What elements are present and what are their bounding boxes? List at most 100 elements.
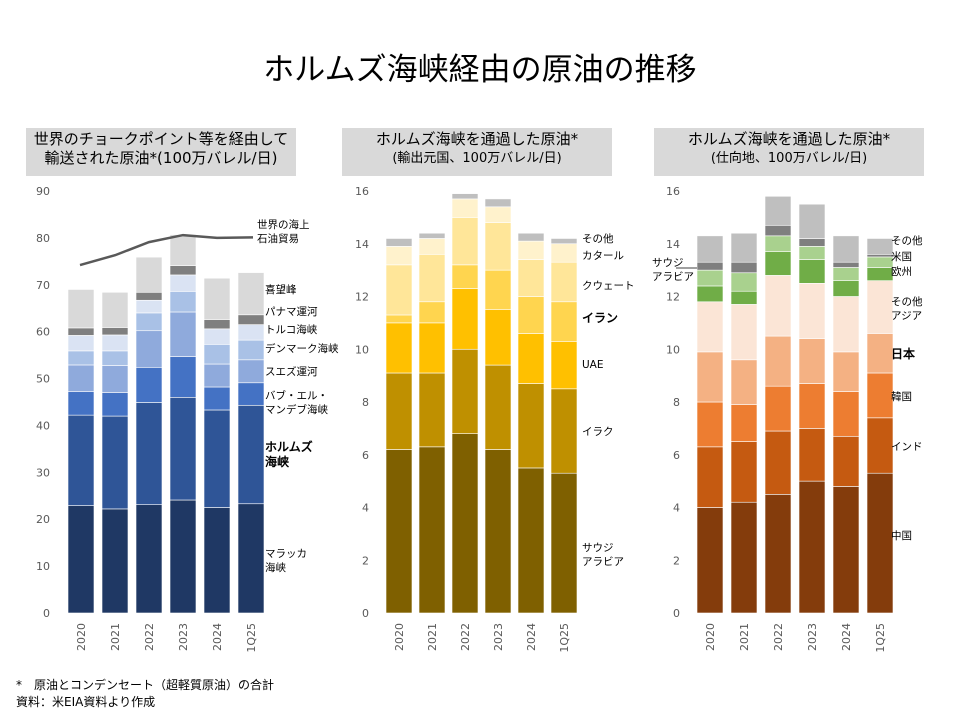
footnote-definition: * 原油とコンデンセート（超軽質原油）の合計	[16, 678, 275, 692]
chart-1-bar-segment	[203, 319, 231, 330]
chart-1-bar-segment	[169, 397, 197, 501]
chart-1-bar-segment	[135, 256, 163, 293]
chart-3-bar-segment	[798, 428, 826, 482]
chart-2-bar-segment	[451, 433, 479, 614]
chart-2-bar-segment	[550, 301, 578, 342]
panel-3-title: ホルムズ海峡を通過した原油* (仕向地、100万バレル/日)	[654, 128, 924, 176]
chart-3-bar-segment	[798, 246, 826, 260]
chart-2-bar-segment	[550, 243, 578, 263]
chart-2-y-tick-label: 0	[362, 607, 369, 620]
chart-1-bar-segment	[237, 359, 265, 384]
chart-1-bar-segment	[203, 409, 231, 508]
chart-2-x-tick-label: 1Q25	[558, 623, 571, 653]
chart-1-bar-segment	[237, 272, 265, 316]
chart-3-bar-segment	[832, 296, 860, 353]
chart-1-bar-segment	[135, 299, 163, 314]
chart-2-bar-segment	[385, 372, 413, 450]
chart-3-bar-segment	[798, 283, 826, 340]
chart-3-bar-segment	[832, 280, 860, 297]
chart-1-line-label: 世界の海上	[257, 218, 310, 231]
chart-2-bar-segment	[484, 449, 512, 614]
chart-3-series-label: サウジ	[652, 257, 684, 269]
chart-1-bar-segment	[67, 289, 95, 329]
chart-1-bar-segment	[67, 327, 95, 336]
chart-1-series-label: マンデブ海峡	[265, 403, 328, 416]
chart-1-bar-segment	[203, 277, 231, 320]
chart-2-y-tick-label: 4	[362, 502, 369, 515]
chart-2-series-label: イラン	[582, 311, 618, 325]
chart-1-bar-segment	[67, 335, 95, 352]
chart-2-bar-segment	[517, 232, 545, 242]
chart-2-y-tick-label: 14	[355, 238, 369, 251]
chart-1-y-tick-label: 80	[36, 232, 50, 245]
chart-3-bar-segment	[730, 441, 758, 503]
panel-3-title-line-1: ホルムズ海峡を通過した原油*	[687, 130, 891, 148]
chart-1-y-tick-label: 70	[36, 279, 50, 292]
chart-3-bar-segment	[764, 275, 792, 337]
chart-1-series-label: パナマ運河	[265, 306, 318, 318]
chart-2-bar-segment	[451, 264, 479, 289]
chart-2-bar-segment	[517, 296, 545, 334]
chart-2-bar-segment	[550, 341, 578, 390]
panel-1-title: 世界のチョークポイント等を経由して 輸送された原油*(100万バレル/日)	[26, 128, 296, 176]
chart-3-bar-segment	[866, 372, 894, 419]
chart-1-bar-segment	[101, 350, 129, 366]
chart-2-series-label: UAE	[582, 359, 604, 371]
chart-2-bar-segment	[517, 467, 545, 614]
chart-2-bar-segment	[418, 301, 446, 324]
footnote-source: 資料：米EIA資料より作成	[16, 695, 156, 709]
chart-3-x-tick-label: 2023	[806, 623, 819, 651]
chart-3-bar-segment	[696, 261, 724, 271]
chart-1-bar-segment	[237, 324, 265, 341]
chart-2-bar-segment	[385, 322, 413, 374]
chart-1-series-label: マラッカ	[265, 548, 307, 560]
chart-1-series-label: バブ・エル・	[265, 389, 328, 402]
chart-3-bar-segment	[764, 430, 792, 495]
chart-2-bar-segment	[484, 222, 512, 271]
main-title: ホルムズ海峡経由の原油の推移	[263, 52, 697, 88]
chart-2-bar-segment	[484, 309, 512, 366]
chart-3-bar-segment	[798, 259, 826, 284]
chart-1-bar-segment	[169, 274, 197, 292]
chart-3-bar-segment	[832, 261, 860, 268]
chart-2-bar-segment	[550, 238, 578, 245]
chart-1-bar-segment	[101, 392, 129, 417]
chart-1-bar-segment	[101, 327, 129, 336]
chart-3-bar-segment	[730, 232, 758, 263]
chart-2-series-label: アラビア	[582, 556, 624, 568]
chart-1-bar-segment	[169, 311, 197, 357]
chart-1-bar-segment	[135, 312, 163, 332]
chart-3-bar-segment	[696, 269, 724, 287]
chart-2-bar-segment	[385, 314, 413, 324]
chart-1-y-tick-label: 20	[36, 513, 50, 526]
chart-3-bar-segment	[696, 351, 724, 403]
chart-1-bar-segment	[203, 507, 231, 614]
chart-2-bar-segment	[550, 472, 578, 614]
chart-3-bar-segment	[832, 351, 860, 392]
chart-3-y-tick-label: 8	[673, 396, 680, 409]
chart-1-bar-segment	[67, 505, 95, 614]
chart-2-series-label: イラク	[582, 426, 614, 438]
chart-1-y-tick-label: 60	[36, 326, 50, 339]
chart-3-x-tick-label: 1Q25	[874, 623, 887, 653]
chart-2-bar-segment	[385, 264, 413, 316]
chart-3-bar-segment	[866, 254, 894, 258]
chart-3-bar-segment	[696, 235, 724, 263]
chart-1-series-label: トルコ海峡	[265, 323, 318, 336]
chart-2-series-label: カタール	[582, 250, 624, 262]
chart-3-bar-segment	[832, 486, 860, 614]
chart-2-bar-segment	[517, 259, 545, 297]
chart-3-bar-segment	[798, 238, 826, 247]
chart-3-y-tick-label: 0	[673, 607, 680, 620]
chart-2-bar-segment	[550, 388, 578, 474]
panel-2-title-line-1: ホルムズ海峡を通過した原油*	[375, 130, 579, 148]
chart-1-y-tick-label: 30	[36, 466, 50, 479]
chart-3-bar-segment	[730, 272, 758, 292]
chart-1-bar-segment	[101, 365, 129, 393]
chart-3-series-label: 韓国	[891, 391, 912, 403]
chart-1-bar-segment	[67, 350, 95, 366]
chart-2-y-tick-label: 2	[362, 554, 369, 567]
chart-1-line-series	[79, 233, 254, 267]
chart-3-series-label: 中国	[891, 529, 912, 542]
